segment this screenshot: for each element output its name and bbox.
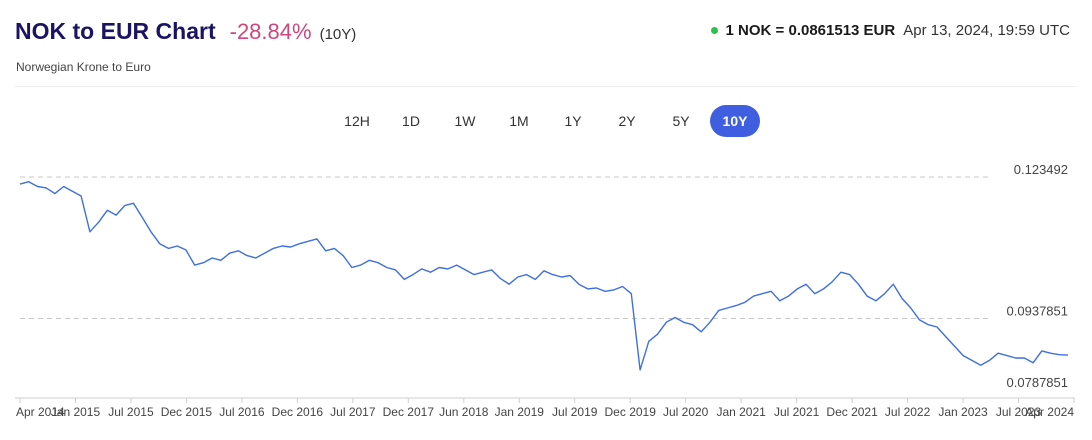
series-line	[19, 181, 1069, 371]
x-axis-tick-label: Jun 2018	[439, 405, 489, 419]
x-axis-tick-label: Apr 2024	[1025, 405, 1074, 419]
y-axis-label: 0.123492	[1014, 162, 1068, 177]
x-axis-tick-label: Apr 2014	[16, 405, 65, 419]
rate-value: 1 NOK = 0.0861513 EUR	[725, 22, 896, 39]
range-button-5y[interactable]: 5Y	[672, 113, 690, 129]
range-button-10y[interactable]: 10Y	[710, 105, 760, 137]
x-axis-tick-label: Jul 2017	[330, 405, 376, 419]
change-period: (10Y)	[319, 26, 357, 43]
range-button-12h[interactable]: 12H	[344, 113, 370, 129]
x-axis-tick-label: Dec 2015	[161, 405, 213, 419]
change-percent: -28.84%	[229, 19, 312, 44]
range-button-1y[interactable]: 1Y	[564, 113, 582, 129]
range-button-1w[interactable]: 1W	[454, 113, 476, 129]
x-axis-tick-label: Dec 2016	[272, 405, 324, 419]
time-range-selector: 12H 1D 1W 1M 1Y 2Y 5Y 10Y	[0, 105, 1092, 137]
x-axis-tick-label: Jul 2019	[552, 405, 598, 419]
x-axis-tick-label: Jul 2021	[774, 405, 820, 419]
x-axis-tick-label: Jan 2019	[495, 405, 545, 419]
x-axis-tick-label: Jul 2016	[219, 405, 265, 419]
chart-title-row: NOK to EUR Chart -28.84% (10Y)	[15, 18, 356, 45]
x-axis-tick-label: Jul 2023	[996, 405, 1042, 419]
pair-subtitle: Norwegian Krone to Euro	[16, 60, 151, 74]
series-line-layer	[19, 181, 1069, 371]
y-axis-label: 0.0937851	[1007, 304, 1068, 319]
range-button-1d[interactable]: 1D	[402, 113, 420, 129]
x-axis-tick-label: Dec 2021	[826, 405, 878, 419]
live-status-dot-icon	[710, 27, 718, 34]
x-axis-tick-label: Dec 2019	[605, 405, 657, 419]
x-axis-tick-label: Jul 2022	[885, 405, 931, 419]
x-axis-tick-label: Jan 2021	[716, 405, 766, 419]
current-rate: 1 NOK = 0.0861513 EUR Apr 13, 2024, 19:5…	[710, 22, 1070, 39]
rate-timestamp: Apr 13, 2024, 19:59 UTC	[903, 22, 1070, 39]
x-axis-tick-label: Jan 2023	[938, 405, 988, 419]
y-axis-label: 0.0787851	[1007, 375, 1068, 390]
x-axis-tick-label: Jan 2015	[51, 405, 101, 419]
x-axis-tick-label: Dec 2017	[383, 405, 435, 419]
header-divider	[15, 86, 1077, 87]
x-axis-tick-label: Jul 2015	[108, 405, 154, 419]
reference-lines: 0.123492 0.0937851 0.0787851	[20, 162, 1068, 390]
page-title: NOK to EUR Chart	[15, 18, 216, 44]
x-axis-tick-label: Jul 2020	[663, 405, 709, 419]
range-button-1m[interactable]: 1M	[509, 113, 529, 129]
range-button-2y[interactable]: 2Y	[618, 113, 636, 129]
